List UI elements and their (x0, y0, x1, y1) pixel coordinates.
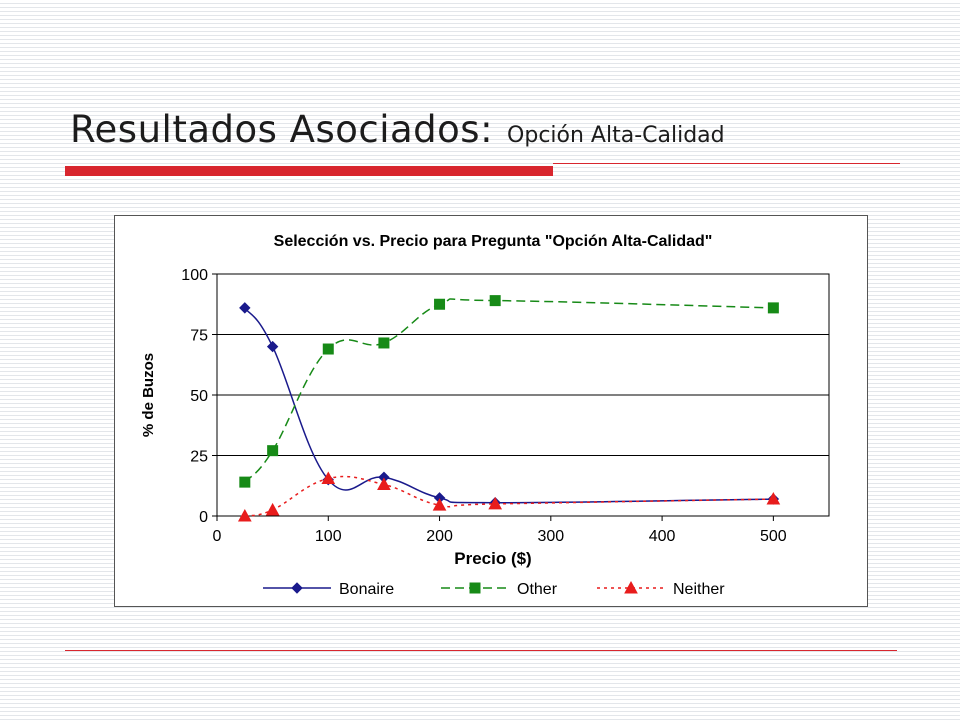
data-point-neither (432, 498, 447, 511)
y-tick-label: 0 (199, 509, 208, 526)
legend: Bonaire Other Neither (263, 580, 725, 598)
x-tick-label: 300 (537, 528, 564, 545)
slide-title: Resultados Asociados: Opción Alta-Calidad (70, 108, 725, 151)
line-chart: 0 25 50 75 100 0 100 200 300 400 500 Selección vs… (140, 233, 830, 598)
y-tick-label: 25 (190, 449, 208, 466)
legend-label-neither: Neither (673, 581, 725, 598)
y-tick-label: 50 (190, 388, 208, 405)
x-tick-label: 0 (213, 528, 222, 545)
x-tick-label: 200 (426, 528, 453, 545)
slide-subtitle: Opción Alta-Calidad (507, 123, 725, 148)
legend-label-bonaire: Bonaire (339, 581, 394, 598)
data-point-bonaire (239, 302, 251, 314)
title-underline-thick (65, 166, 553, 176)
data-point-other (322, 343, 334, 355)
data-point-other (434, 298, 446, 310)
data-point-other (378, 337, 390, 349)
data-point-bonaire (266, 340, 279, 353)
x-tick-label: 400 (649, 528, 676, 545)
slide-title-main: Resultados Asociados: (70, 108, 494, 151)
series-line-other (244, 298, 774, 483)
data-point-neither (321, 471, 336, 484)
x-tick-label: 500 (760, 528, 787, 545)
x-axis-ticks: 0 100 200 300 400 500 (213, 516, 787, 545)
data-point-neither (488, 496, 503, 510)
legend-label-other: Other (517, 581, 558, 598)
legend-marker-other (469, 582, 481, 594)
title-underline-thin (553, 163, 900, 164)
chart-title: Selección vs. Precio para Pregunta "Opci… (274, 233, 713, 250)
data-point-neither (265, 502, 280, 516)
y-tick-label: 100 (181, 267, 208, 284)
x-axis-label: Precio ($) (454, 549, 531, 568)
data-point-other (767, 302, 779, 314)
series-line-neither (244, 475, 774, 517)
x-tick-label: 100 (315, 528, 342, 545)
data-point-neither (237, 508, 252, 522)
data-point-other (239, 476, 251, 488)
data-point-other (267, 445, 279, 457)
y-tick-label: 75 (190, 328, 208, 345)
data-point-neither (766, 492, 781, 505)
series-group (237, 295, 781, 522)
chart-frame: 0 25 50 75 100 0 100 200 300 400 500 Selección vs… (114, 215, 868, 607)
grid-lines (217, 334, 829, 456)
legend-marker-bonaire (291, 582, 303, 594)
data-point-neither (377, 477, 391, 491)
y-axis-ticks: 0 25 50 75 100 (181, 267, 217, 526)
legend-marker-neither (624, 580, 638, 594)
footer-rule (65, 650, 897, 651)
data-point-other (489, 295, 501, 307)
y-axis-label: % de Buzos (140, 353, 157, 437)
